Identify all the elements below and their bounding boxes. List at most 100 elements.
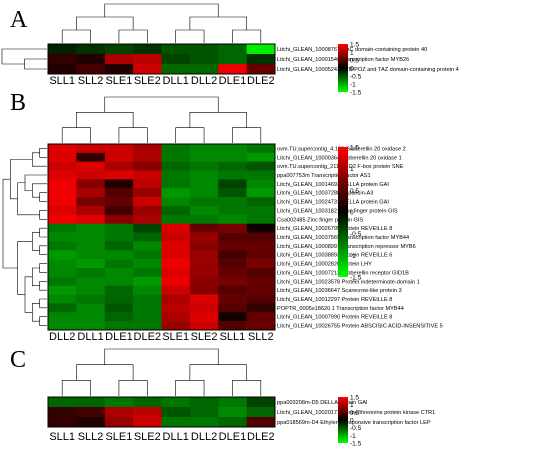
row-label: ppa003208m-D5 DELLA protein GAI: [277, 400, 368, 406]
heatmap-cell: [48, 179, 77, 189]
heatmap-cell: [133, 223, 162, 233]
heatmap-cell: [189, 54, 219, 65]
heatmap-cell: [218, 312, 247, 322]
panel-letter: A: [10, 7, 28, 33]
heatmap-cell: [189, 170, 219, 180]
heatmap-cell: [189, 312, 219, 322]
heatmap-cell: [133, 259, 162, 269]
heatmap-cell: [133, 197, 162, 207]
row-label: Litchi_GLEAN_10037288 Expansin-A3: [277, 191, 373, 197]
heatmap-cell: [104, 285, 134, 295]
heatmap-cell: [189, 294, 219, 304]
row-dendrogram-branch: [2, 178, 18, 269]
row-label: Litchi_GLEAN_10023578 Protein indetermin…: [277, 279, 420, 285]
heatmap-cell: [246, 64, 276, 75]
heatmap-cell: [76, 276, 106, 287]
heatmap-cell: [189, 44, 219, 55]
heatmap-cell: [189, 397, 219, 408]
heatmap-cell: [104, 312, 134, 322]
heatmap-cell: [161, 268, 191, 278]
legend-tick-label: 0: [350, 210, 354, 217]
row-dendrogram-branch: [24, 276, 33, 313]
column-label: SLL2: [78, 75, 104, 87]
heatmap-cell: [48, 276, 77, 287]
heatmap-cell: [189, 223, 219, 233]
heatmap-cell: [133, 407, 162, 418]
heatmap-cell: [246, 223, 276, 233]
row-label: POPTR_0005s18620.1 Transcription factor …: [277, 306, 404, 312]
row-dendrogram-branch: [39, 227, 47, 238]
heatmap-cell: [161, 397, 191, 408]
heatmap-cell: [76, 206, 106, 216]
panel-letter: C: [10, 347, 26, 373]
heatmap-cell: [104, 188, 134, 198]
column-label: SLL1: [220, 331, 246, 343]
column-dendrogram-branch: [175, 380, 205, 396]
column-label: SLE2: [134, 75, 161, 87]
heatmap-cell: [161, 223, 191, 233]
heatmap-cell: [48, 152, 77, 163]
column-label: DLL2: [49, 331, 75, 343]
column-label: DLE2: [247, 431, 275, 443]
legend-tick-label: -0.5: [350, 231, 362, 238]
heatmap-cell: [246, 152, 276, 163]
heatmap-cell: [76, 294, 106, 304]
heatmap-cell: [246, 214, 276, 225]
heatmap-cell: [189, 276, 219, 287]
panel-letter: B: [10, 90, 26, 116]
column-label: DLE1: [105, 331, 133, 343]
heatmap-cell: [246, 397, 276, 408]
heatmap-cell: [189, 144, 219, 154]
heatmap-cell: [104, 241, 134, 251]
heatmap-cell: [133, 312, 162, 322]
heatmap-cell: [161, 170, 191, 180]
heatmap-cell: [218, 170, 247, 180]
heatmap-cell: [133, 44, 162, 55]
heatmap-cell: [246, 294, 276, 304]
heatmap-cell: [246, 285, 276, 295]
heatmap-cell: [218, 161, 247, 171]
legend-tick-label: 0.5: [350, 58, 359, 65]
heatmap-cell: [189, 64, 219, 75]
heatmap-cell: [161, 294, 191, 304]
heatmap-cell: [76, 152, 106, 163]
heatmap-cell: [48, 321, 77, 331]
heatmap-cell: [104, 294, 134, 304]
column-label: DLL1: [77, 331, 103, 343]
heatmap-cell: [246, 321, 276, 331]
legend-tick-label: 1: [350, 402, 354, 409]
heatmap-cell: [218, 44, 247, 55]
heatmap-frame: [47, 143, 276, 331]
heatmap-cell: [76, 321, 106, 331]
heatmap-cell: [189, 152, 219, 163]
row-label: Litchi_GLEAN_10036647 Scarecrow-like pro…: [277, 288, 402, 294]
heatmap-cell: [76, 223, 106, 233]
column-dendrogram-branch: [118, 127, 148, 143]
heatmap-cell: [48, 397, 77, 408]
column-dendrogram-branch: [189, 16, 247, 30]
legend-tick-label: -1: [350, 82, 356, 89]
heatmap-cell: [246, 259, 276, 269]
heatmap-cell: [246, 303, 276, 313]
heatmap-cell: [133, 64, 162, 75]
legend-color-bar: [338, 147, 348, 277]
heatmap-cell: [76, 241, 106, 251]
legend-tick-label: 0: [350, 418, 354, 425]
heatmap-cell: [133, 250, 162, 260]
heatmap-cell: [76, 259, 106, 269]
heatmap-cell: [104, 250, 134, 260]
row-label: Litchi_GLEAN_10007990 Protein REVEILLE 8: [277, 315, 392, 321]
heatmap-cell: [76, 214, 106, 225]
heatmap-cell: [218, 397, 247, 408]
heatmap-cell: [133, 294, 162, 304]
heatmap-cell: [246, 161, 276, 171]
heatmap-cell: [161, 276, 191, 287]
heatmap-cell: [218, 285, 247, 295]
row-label: Litchi_GLEAN_10024731 DELLA protein GAI: [277, 200, 389, 206]
heatmap-cell: [76, 54, 106, 65]
heatmap-frame: [47, 396, 276, 428]
column-label: DLE2: [134, 331, 162, 343]
row-dendrogram-branch: [39, 263, 47, 273]
heatmap-cell: [104, 223, 134, 233]
legend-color-bar: [338, 44, 348, 92]
